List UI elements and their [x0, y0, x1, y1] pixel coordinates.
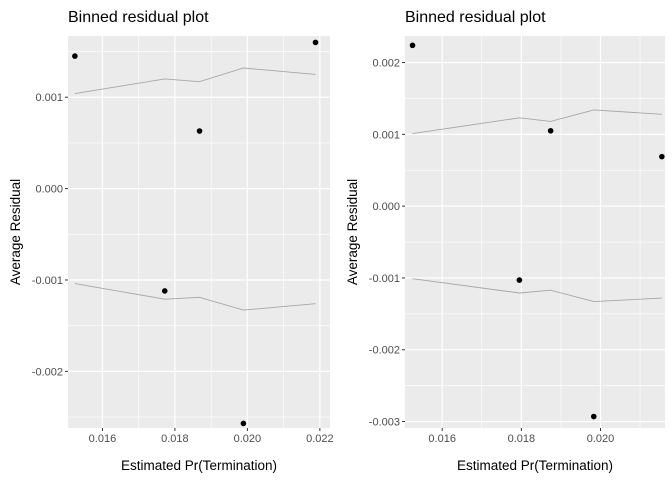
plot-panel-background [68, 36, 330, 428]
upper-error-bound-line [412, 109, 662, 135]
x-axis-label: Estimated Pr(Termination) [121, 458, 277, 473]
x-tick-label: 0.020 [587, 433, 615, 445]
residual-point [547, 127, 554, 134]
x-tick-label: 0.022 [306, 433, 334, 445]
y-tick-label: 0.000 [35, 184, 63, 196]
y-tick-label: 0.002 [372, 58, 400, 70]
residual-point [409, 42, 416, 49]
residual-point [516, 277, 523, 283]
y-tick-label: 0.001 [372, 129, 400, 141]
x-tick-label: 0.018 [508, 433, 536, 445]
y-tick-label: -0.002 [32, 366, 63, 378]
residual-point [590, 413, 597, 420]
y-axis-label: Average Residual [8, 179, 23, 285]
residual-point [161, 288, 168, 294]
chart-title: Binned residual plot [68, 9, 209, 26]
upper-error-bound-line [74, 67, 316, 95]
x-tick-label: 0.016 [89, 433, 117, 445]
residual-point [240, 420, 247, 427]
residual-point [659, 153, 665, 160]
residual-point [196, 128, 203, 134]
chart-panel-1: 0.016 0.018 0.020 0.022 -0.002 -0.001 0.000 0.0… [8, 9, 334, 473]
y-tick-label: -0.001 [369, 273, 400, 285]
y-tick-label: -0.002 [369, 345, 400, 357]
y-tick-label: -0.001 [32, 275, 63, 287]
y-tick-label: -0.003 [369, 417, 400, 429]
chart-panel-2: 0.016 0.018 0.020 -0.003 -0.002 -0.001 0.000 0.… [345, 9, 665, 473]
residual-point [312, 39, 319, 46]
x-tick-label: 0.020 [234, 433, 262, 445]
chart-title: Binned residual plot [405, 9, 546, 26]
plot-panel-background [405, 36, 665, 428]
y-axis-label: Average Residual [345, 179, 360, 285]
gridlines [405, 36, 665, 428]
lower-error-bound-line [74, 283, 316, 311]
gridlines [68, 36, 330, 428]
y-tick-label: 0.000 [372, 201, 400, 213]
y-tick-label: 0.001 [35, 92, 63, 104]
x-axis-label: Estimated Pr(Termination) [457, 458, 613, 473]
lower-error-bound-line [412, 278, 662, 303]
x-tick-label: 0.018 [161, 433, 189, 445]
residual-point [72, 53, 78, 59]
x-tick-label: 0.016 [428, 433, 456, 445]
